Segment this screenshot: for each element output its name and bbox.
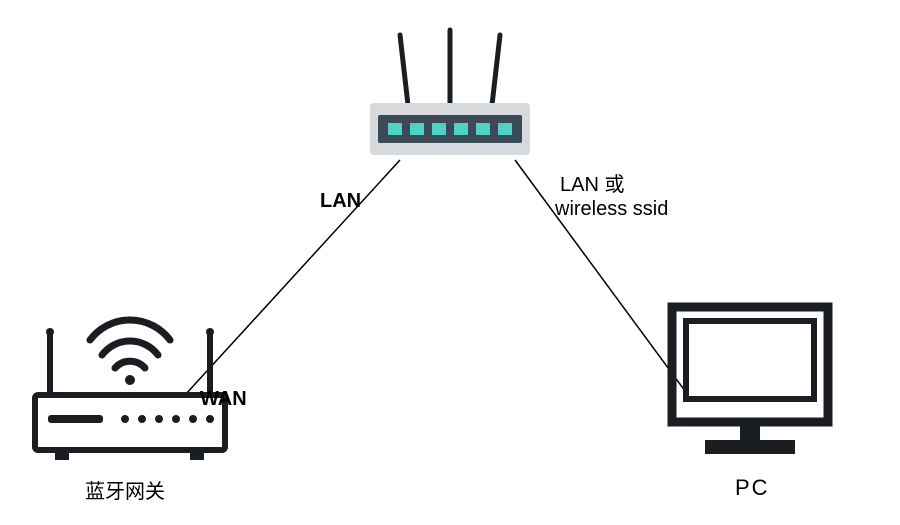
gateway-node bbox=[20, 280, 240, 475]
pc-node bbox=[660, 295, 840, 470]
lan-right-label-1: LAN 或 bbox=[560, 168, 624, 197]
pc-label: PC bbox=[735, 475, 770, 501]
router-icon bbox=[360, 25, 540, 165]
lan-left-label: LAN bbox=[320, 190, 361, 213]
router-node bbox=[360, 25, 540, 170]
gateway-label: 蓝牙网关 bbox=[85, 475, 165, 504]
gateway-icon bbox=[20, 280, 240, 470]
wan-label: WAN bbox=[200, 388, 247, 411]
pc-icon bbox=[660, 295, 840, 465]
lan-right-label-2: wireless ssid bbox=[555, 198, 668, 221]
